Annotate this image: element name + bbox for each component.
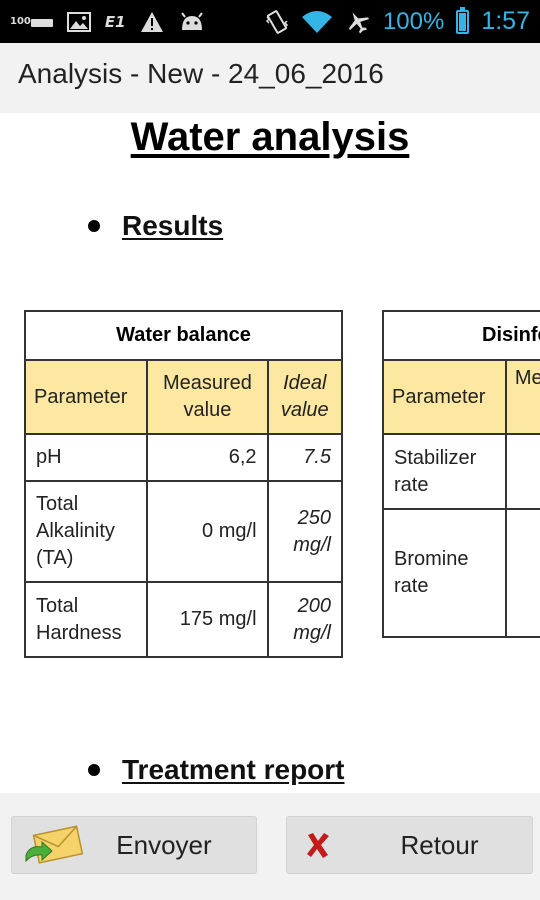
analysis-document[interactable]: Water analysis Results Water balance Par… — [0, 113, 540, 793]
section-results: Results — [88, 210, 223, 242]
cell-parameter: pH — [23, 433, 149, 482]
send-button-label: Envoyer — [116, 829, 212, 860]
android-icon — [178, 11, 206, 32]
cell-measured — [504, 433, 540, 510]
cell-parameter: Total Alkalinity (TA) — [23, 480, 149, 583]
cell-parameter: Stabilizer rate — [382, 433, 507, 510]
cell-ideal: 200 mg/l — [266, 581, 344, 658]
bullet-icon — [88, 764, 100, 776]
battery-icon — [456, 6, 470, 34]
bullet-icon — [88, 220, 100, 232]
cell-parameter: Total Hardness — [23, 581, 149, 658]
bottom-action-bar: Envoyer Retour — [0, 793, 540, 900]
col-header-parameter: Parameter — [382, 359, 507, 435]
cell-ideal: 250 mg/l — [266, 480, 344, 583]
app-bar: Analysis - New - 24_06_2016 — [0, 43, 540, 113]
image-icon — [66, 11, 91, 32]
vibrate-icon — [265, 9, 289, 35]
cell-measured: 175 mg/l — [146, 581, 269, 658]
battery-percentage: 100% — [382, 7, 445, 35]
page-title: Analysis - New - 24_06_2016 — [18, 58, 384, 89]
status-bar-notifications: 100 E1 — [10, 0, 206, 43]
back-button-label: Retour — [400, 829, 479, 860]
disinfection-table: Disinfe Parameter Me Stabilizer rate Bro… — [382, 310, 540, 638]
cell-measured — [504, 508, 540, 638]
col-header-measured: Me — [504, 359, 540, 435]
clock: 1:57 — [481, 7, 530, 35]
document-title: Water analysis — [130, 115, 410, 159]
disinfection-caption: Disinfe — [382, 310, 540, 361]
status-bar-system: 100% 1:57 — [265, 0, 530, 43]
table-row: Bromine rate — [382, 508, 540, 638]
status-bar: 100 E1 — [0, 0, 540, 43]
e1-signal-icon: E1 — [105, 13, 126, 31]
water-balance-table: Water balance Parameter Measured value I… — [23, 310, 344, 658]
section-treatment: Treatment report — [88, 754, 345, 786]
storage-100-label: 100 — [10, 15, 31, 27]
section-results-title: Results — [122, 210, 224, 241]
cell-parameter: Bromine rate — [382, 508, 507, 638]
table-row: Total Hardness 175 mg/l 200 mg/l — [23, 581, 344, 658]
col-header-measured: Measured value — [146, 359, 269, 435]
storage-100-icon: 100 — [10, 15, 53, 27]
envelope-send-icon — [22, 825, 84, 876]
cell-measured: 0 mg/l — [146, 480, 269, 583]
back-button[interactable]: Retour — [286, 816, 533, 874]
table-row: pH 6,2 7.5 — [23, 433, 344, 482]
section-treatment-title: Treatment report — [122, 754, 345, 785]
airplane-icon — [345, 10, 371, 34]
e1-signal-label: E1 — [104, 12, 126, 31]
water-balance-caption: Water balance — [24, 310, 343, 361]
table-row: Total Alkalinity (TA) 0 mg/l 250 mg/l — [23, 480, 344, 583]
wifi-icon — [301, 10, 333, 34]
col-header-parameter: Parameter — [23, 359, 149, 435]
warning-icon — [140, 11, 164, 33]
cell-measured: 6,2 — [146, 433, 269, 482]
col-header-ideal: Ideal value — [266, 359, 344, 435]
close-icon — [305, 831, 331, 866]
cell-ideal: 7.5 — [266, 433, 344, 482]
table-row: Stabilizer rate — [382, 433, 540, 510]
send-button[interactable]: Envoyer — [11, 816, 257, 874]
